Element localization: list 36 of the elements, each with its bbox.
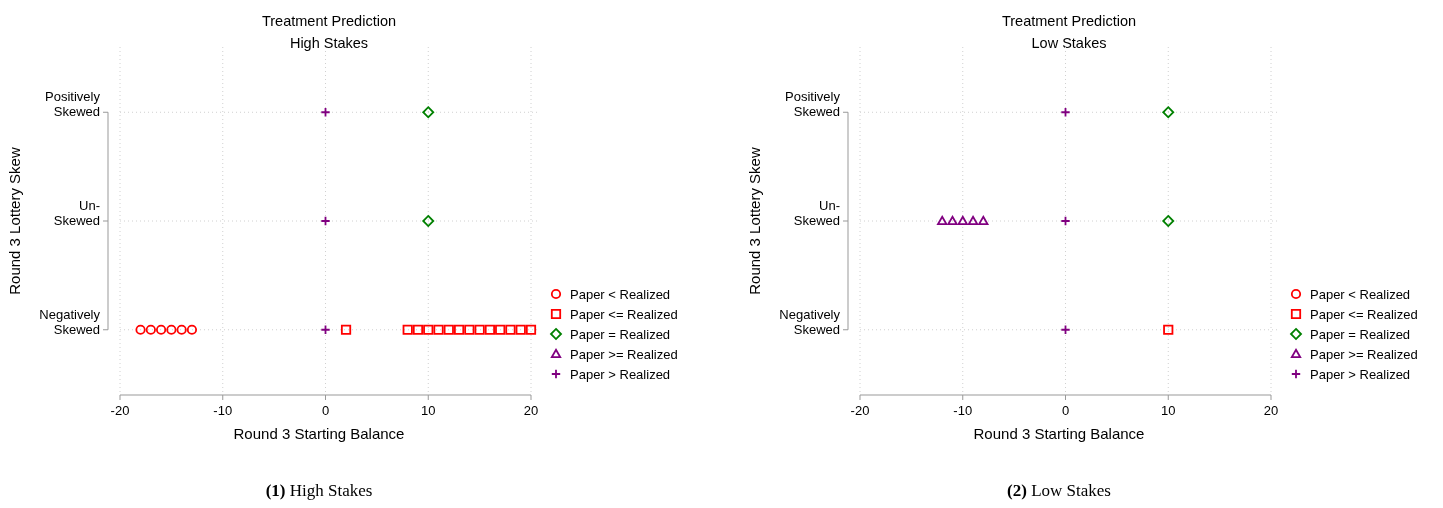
chart-title: Treatment Prediction <box>261 13 397 30</box>
x-tick-label: 0 <box>1061 403 1070 418</box>
legend-label: Paper <= Realized <box>570 307 678 322</box>
legend-label: Paper < Realized <box>1310 287 1411 302</box>
chart-subtitle: Low Stakes <box>1031 35 1107 52</box>
text: (2) Low Stakes <box>1007 481 1111 500</box>
x-tick-label: 0 <box>321 403 330 418</box>
y-tick-label: Un-Skewed <box>53 198 100 228</box>
y-tick-label: Un-Skewed <box>793 198 840 228</box>
x-tick-label: 10 <box>421 403 436 418</box>
x-tick-label: 20 <box>1263 403 1279 418</box>
y-tick-label: Positively Skewed <box>785 89 841 120</box>
x-tick-label: -20 <box>110 403 130 418</box>
y-axis-title: Round 3 Lottery Skew <box>6 147 23 295</box>
legend-label: Paper >= Realized <box>1310 347 1418 362</box>
y-tick-label: Negatively Skewed <box>39 306 101 337</box>
legend-label: Paper <= Realized <box>1310 307 1418 322</box>
x-axis-title: Round 3 Starting Balance <box>233 425 405 442</box>
x-tick-label: -20 <box>850 403 870 418</box>
legend-label: Paper = Realized <box>570 327 671 342</box>
x-axis-title: Round 3 Starting Balance <box>973 425 1145 442</box>
legend-label: Paper < Realized <box>570 287 671 302</box>
chart-title: Treatment Prediction <box>1001 13 1137 30</box>
x-tick-label: 20 <box>523 403 539 418</box>
legend-label: Paper >= Realized <box>570 347 678 362</box>
x-tick-label: -10 <box>953 403 973 418</box>
x-tick-label: -10 <box>213 403 233 418</box>
legend-label: Paper = Realized <box>1310 327 1411 342</box>
x-tick-label: 10 <box>1161 403 1176 418</box>
chart-subtitle: High Stakes <box>289 35 369 52</box>
legend-label: Paper > Realized <box>1310 367 1411 382</box>
y-tick-label: Positively Skewed <box>45 89 101 120</box>
y-tick-label: Negatively Skewed <box>779 306 841 337</box>
y-axis-title: Round 3 Lottery Skew <box>746 147 763 295</box>
text: (1) High Stakes <box>265 481 373 500</box>
legend-label: Paper > Realized <box>570 367 671 382</box>
